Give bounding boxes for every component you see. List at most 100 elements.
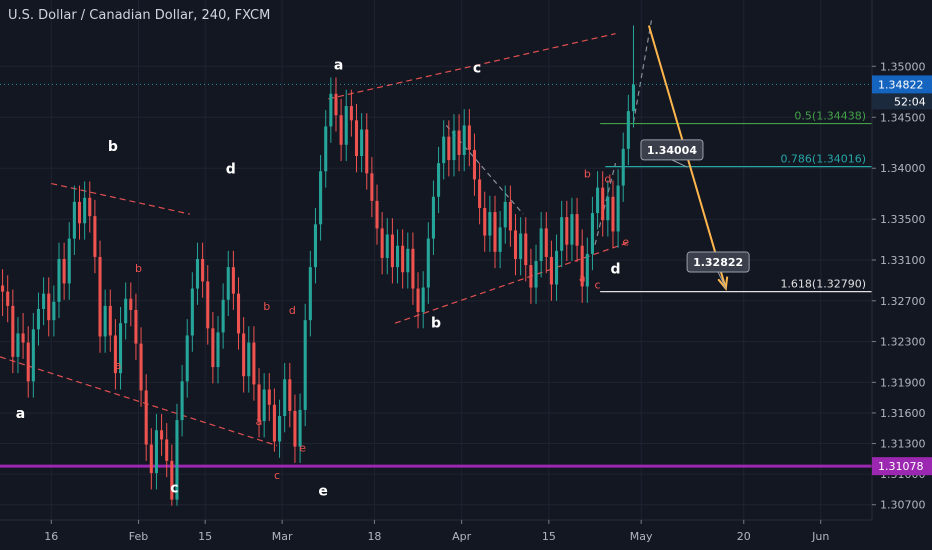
- candle-body: [375, 200, 379, 229]
- current-price-tag: [872, 75, 932, 94]
- price-tick-label: 1.33100: [880, 254, 926, 267]
- candle-body: [283, 379, 287, 416]
- candle-body: [180, 381, 184, 421]
- time-tick-label: 18: [367, 530, 381, 543]
- candle-body: [47, 293, 51, 321]
- time-tick-label: 16: [44, 530, 58, 543]
- wave-label-minor: a: [579, 271, 586, 284]
- candle-body: [385, 234, 389, 258]
- candle-body: [565, 217, 569, 245]
- time-axis[interactable]: 16 Feb 15 Mar 18 Apr 15 May 20 Jun: [0, 519, 872, 550]
- candle-body: [83, 197, 87, 224]
- price-tick-label: 1.31300: [880, 438, 926, 451]
- price-tick-label: 1.31600: [880, 407, 926, 420]
- candle-body: [1, 285, 5, 292]
- candle-body: [226, 267, 230, 300]
- candle-body: [411, 248, 415, 289]
- time-tick-label: 15: [198, 530, 212, 543]
- candle-body: [590, 213, 594, 254]
- candle-body: [77, 201, 82, 224]
- wave-label-minor: c: [274, 469, 280, 482]
- candle-body: [52, 301, 56, 321]
- candle-body: [539, 228, 543, 262]
- candle-body: [585, 253, 589, 287]
- price-tick-label: 1.32300: [880, 336, 926, 349]
- candle-body: [134, 309, 138, 344]
- time-tick-label: Jun: [811, 530, 829, 543]
- wave-label: b: [108, 139, 118, 155]
- candle-body: [272, 404, 276, 442]
- candle-body: [185, 335, 189, 382]
- candle-body: [334, 93, 338, 116]
- time-tick-label: 15: [542, 530, 556, 543]
- candle-body: [267, 389, 271, 405]
- candle-body: [560, 217, 564, 251]
- candle-body: [242, 333, 246, 377]
- candle-body: [365, 129, 369, 174]
- candle-body: [201, 258, 205, 282]
- price-tick-label: 1.30700: [880, 499, 926, 512]
- candle-body: [103, 305, 107, 337]
- wave-label: c: [473, 60, 481, 76]
- candle-body: [139, 343, 143, 391]
- candle-body: [524, 233, 528, 266]
- wave-label: d: [226, 161, 236, 177]
- time-tick-label: Feb: [129, 530, 148, 543]
- candle-body: [452, 130, 456, 161]
- candle-body: [190, 288, 194, 336]
- candle-body: [31, 329, 35, 382]
- wave-label-minor: d: [604, 173, 611, 186]
- candle-body: [621, 148, 625, 186]
- channel-line: [394, 241, 632, 324]
- candle-body: [462, 125, 466, 155]
- candle-body: [544, 228, 548, 257]
- candle-body: [339, 115, 343, 145]
- candle-body: [298, 409, 302, 447]
- candle-body: [513, 230, 518, 259]
- candle-body: [483, 208, 487, 236]
- candle-body: [498, 227, 502, 252]
- candle-body: [93, 216, 97, 257]
- wave-label: e: [318, 484, 328, 500]
- candle-body: [508, 201, 512, 231]
- candle-body: [601, 187, 605, 221]
- candle-body: [62, 258, 66, 284]
- fib-level-label: 1.618(1.32790): [780, 278, 866, 291]
- candle-body: [519, 233, 523, 259]
- candle-body: [354, 120, 359, 156]
- wave-label-minor: a: [115, 359, 122, 372]
- candle-body: [616, 185, 620, 232]
- candle-body: [406, 248, 410, 273]
- candle-body: [154, 430, 158, 474]
- candle-body: [488, 212, 492, 236]
- candle-body: [21, 333, 25, 343]
- candle-body: [236, 293, 241, 334]
- callout-label: 1.32822: [693, 256, 743, 269]
- candle-body: [170, 460, 174, 500]
- candle-body: [596, 187, 600, 214]
- candle-body: [401, 245, 405, 273]
- candle-body: [252, 342, 256, 385]
- price-axis[interactable]: 1.35000 1.34500 1.34000 1.33500 1.33100 1.327…: [871, 0, 932, 550]
- time-axis-background: [0, 520, 872, 550]
- candle-body: [426, 238, 430, 288]
- price-tick-label: 1.34000: [880, 162, 926, 175]
- wave-label-minor: c: [595, 279, 601, 292]
- candle-body: [313, 224, 317, 268]
- candle-body: [216, 332, 220, 368]
- candle-body: [431, 196, 435, 239]
- candle-body: [529, 265, 533, 288]
- candle-body: [570, 214, 574, 245]
- callout-box: [640, 139, 704, 161]
- candle-body: [119, 323, 123, 374]
- wave-label-minor: a: [256, 415, 263, 428]
- candle-body: [324, 126, 328, 172]
- candle-body: [129, 298, 133, 310]
- candle-body: [195, 258, 200, 289]
- drawings: 0.5(1.34438) 0.786(1.34016) 1.618(1.32790): [0, 20, 872, 541]
- candle-body: [16, 333, 20, 357]
- support-level-label: 1.31078: [878, 460, 924, 473]
- time-tick-label: May: [630, 530, 653, 543]
- candle-body: [36, 308, 41, 330]
